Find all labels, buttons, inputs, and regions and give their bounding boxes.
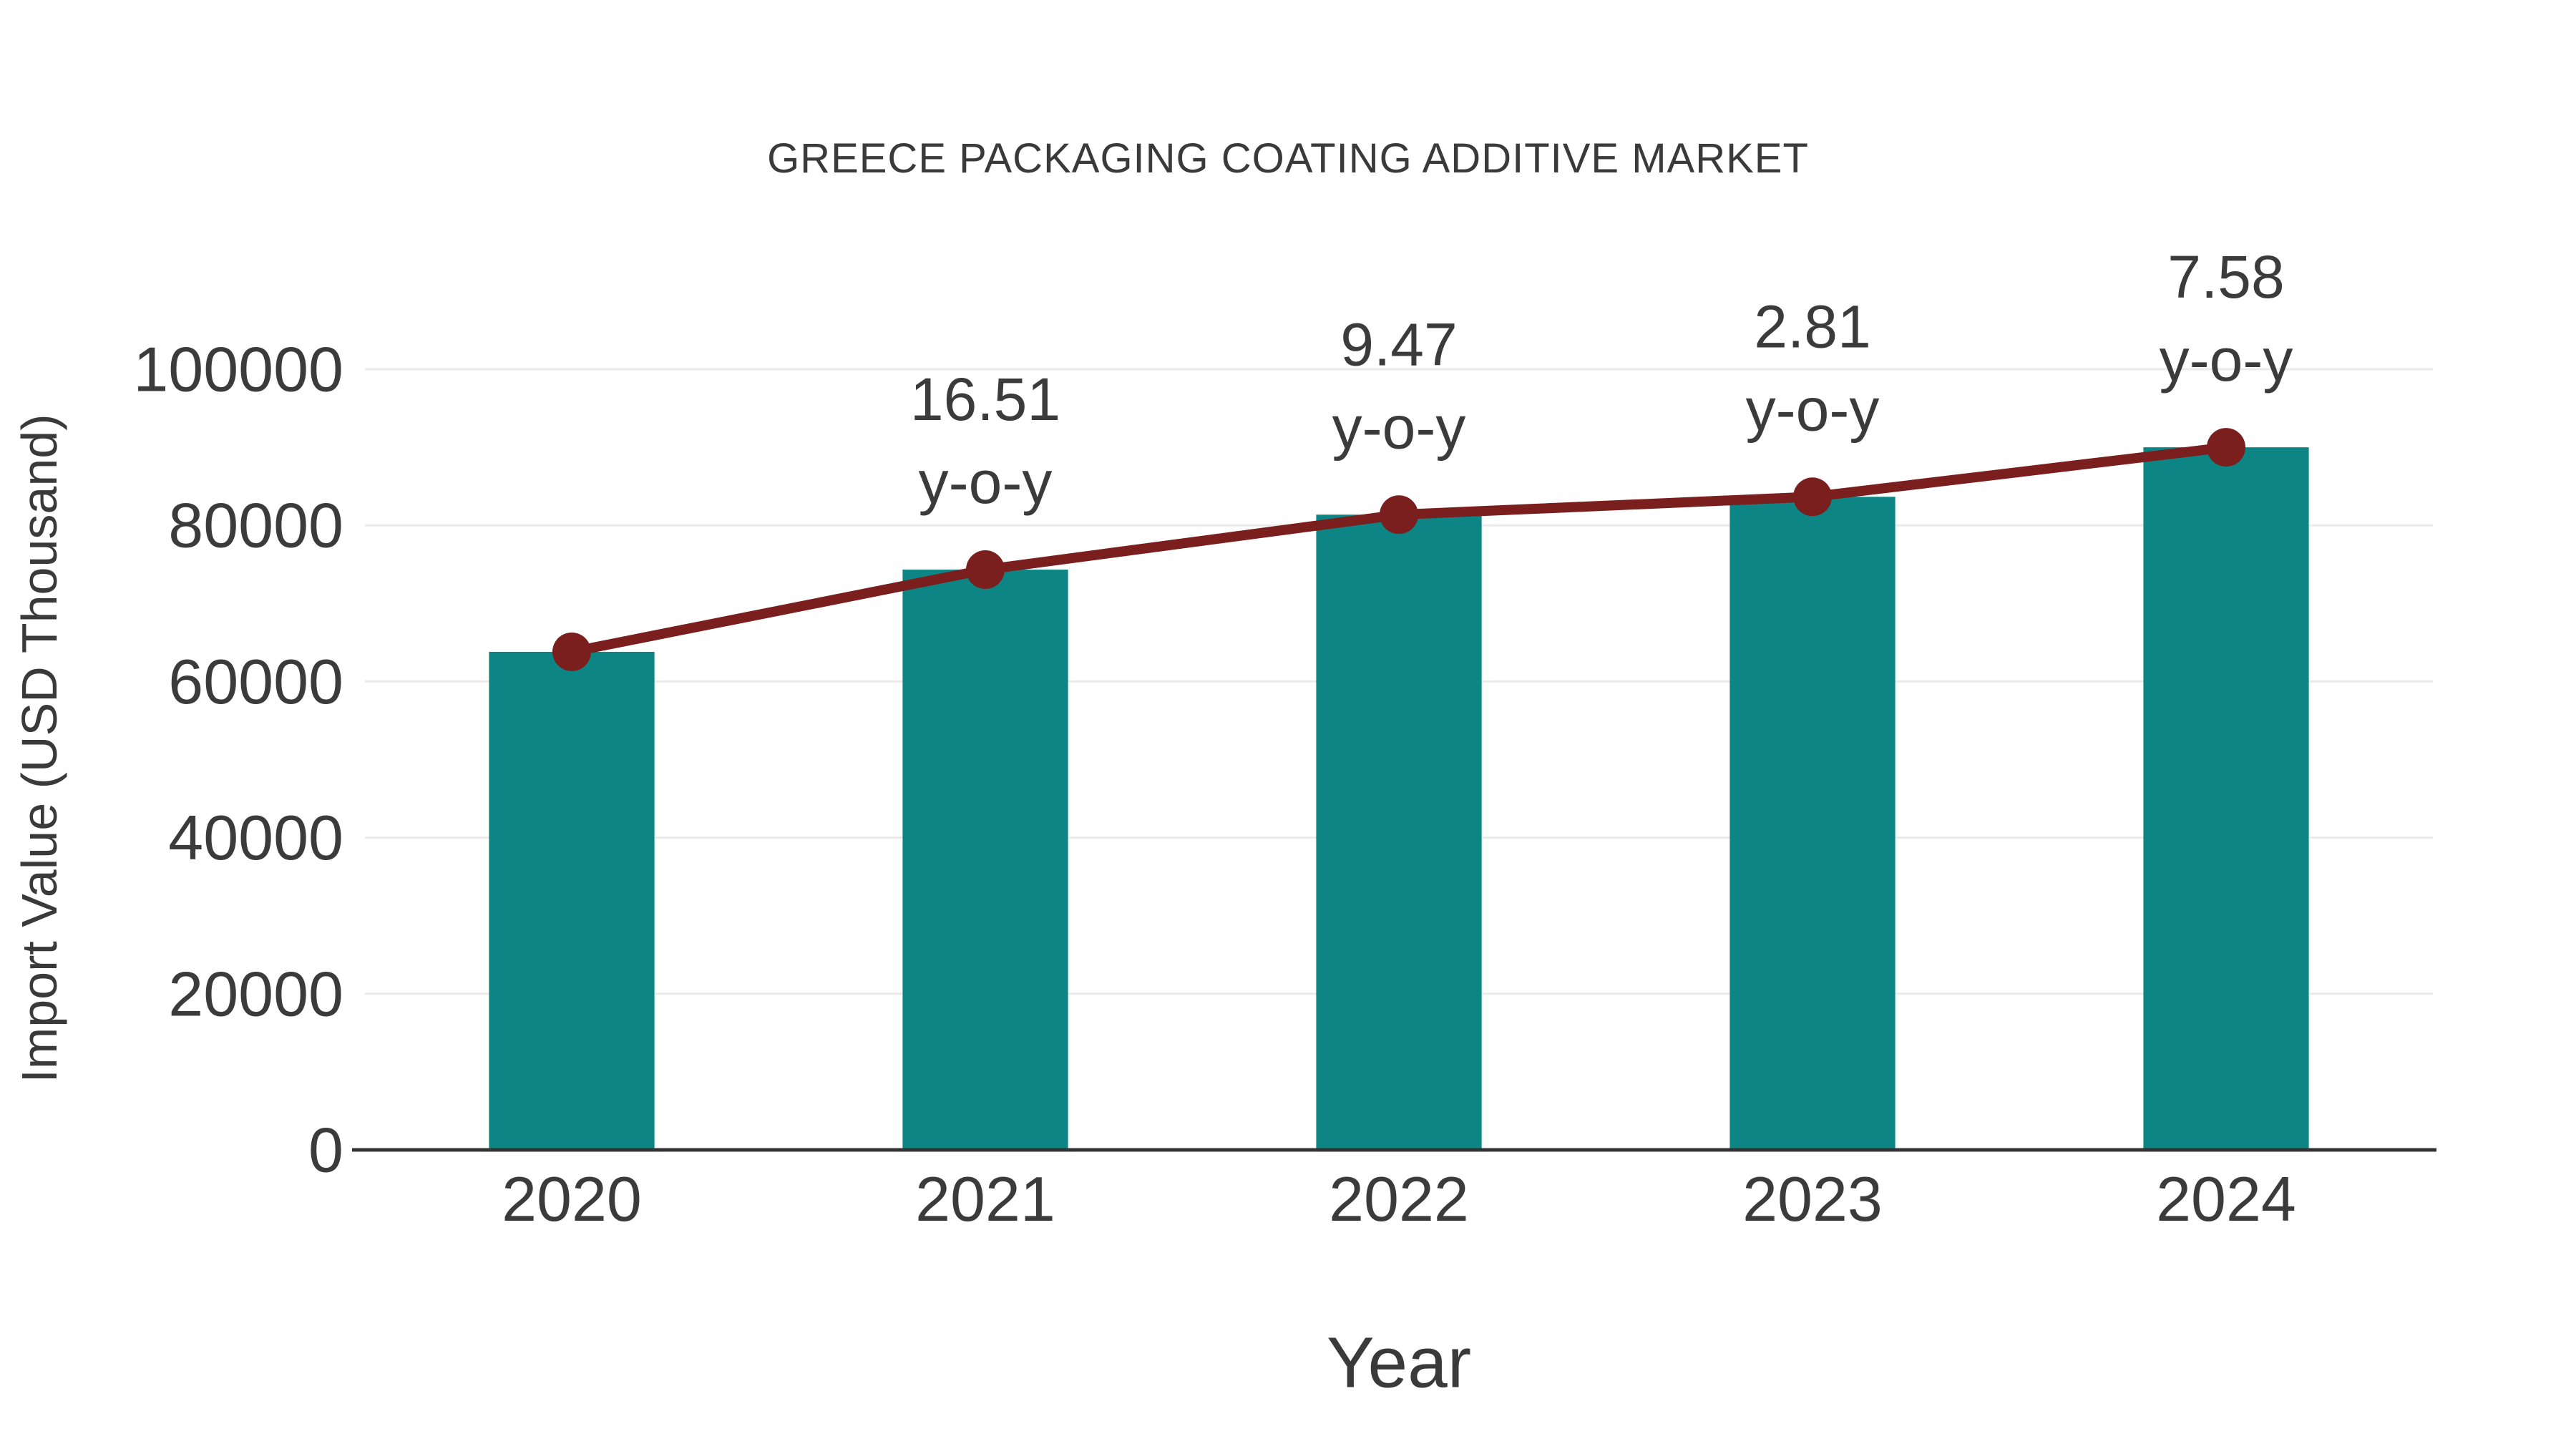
- x-tick-label-2020: 2020: [502, 1163, 642, 1234]
- trend-point-2020: [552, 632, 591, 671]
- bar-2023: [1729, 497, 1896, 1150]
- y-tick-label: 80000: [168, 490, 343, 561]
- annotation-suffix-2022: y-o-y: [1332, 394, 1466, 461]
- trend-point-2021: [966, 550, 1005, 590]
- x-tick-label-2022: 2022: [1329, 1163, 1469, 1234]
- annotation-value-2023: 2.81: [1754, 293, 1871, 360]
- annotation-suffix-2023: y-o-y: [1746, 376, 1880, 443]
- y-tick-label: 20000: [168, 958, 343, 1029]
- x-tick-label-2021: 2021: [915, 1163, 1055, 1234]
- chart-title: GREECE PACKAGING COATING ADDITIVE MARKET: [767, 135, 1809, 182]
- bar-2021: [902, 570, 1068, 1150]
- y-tick-label: 100000: [133, 334, 343, 405]
- trend-point-2024: [2207, 428, 2245, 467]
- y-tick-label: 40000: [168, 802, 343, 873]
- y-axis-title: Import Value (USD Thousand): [11, 414, 67, 1083]
- annotation-suffix-2021: y-o-y: [919, 449, 1053, 516]
- y-tick-label: 60000: [168, 646, 343, 717]
- bar-2022: [1316, 514, 1482, 1150]
- annotation-suffix-2024: y-o-y: [2160, 326, 2293, 394]
- annotation-value-2022: 9.47: [1340, 311, 1458, 378]
- x-tick-label-2023: 2023: [1742, 1163, 1883, 1234]
- x-axis-title: Year: [1326, 1322, 1472, 1403]
- annotation-value-2024: 7.58: [2167, 243, 2285, 311]
- trend-point-2023: [1793, 477, 1832, 517]
- bar-2020: [489, 651, 655, 1150]
- y-tick-label: 0: [308, 1115, 343, 1186]
- trend-point-2022: [1380, 495, 1418, 535]
- annotation-value-2021: 16.51: [910, 366, 1060, 433]
- x-tick-label-2024: 2024: [2156, 1163, 2296, 1234]
- bar-2024: [2143, 447, 2309, 1150]
